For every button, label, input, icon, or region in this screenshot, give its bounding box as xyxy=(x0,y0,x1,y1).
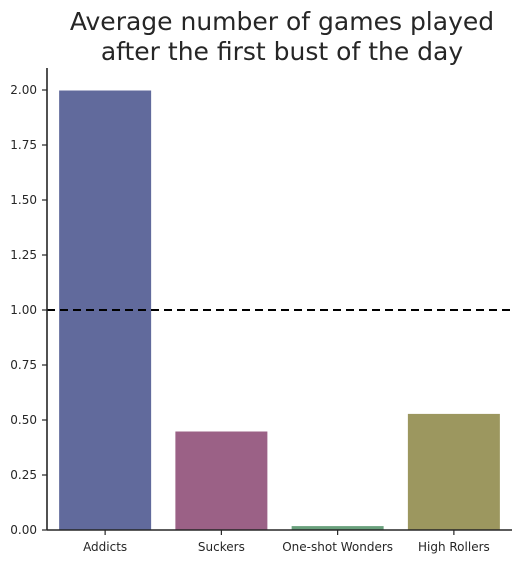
y-tick-label: 1.75 xyxy=(10,138,37,152)
x-tick-label: One-shot Wonders xyxy=(282,540,393,554)
bar-high-rollers xyxy=(406,412,501,531)
y-tick-label: 1.50 xyxy=(10,193,37,207)
chart-title-line-2: after the first bust of the day xyxy=(101,37,464,66)
x-tick-label: Suckers xyxy=(198,540,245,554)
chart-title-line-1: Average number of games played xyxy=(70,7,494,36)
bars-layer xyxy=(58,89,501,531)
y-tick-label: 0.00 xyxy=(10,523,37,537)
y-ticks-layer: 0.00 0.25 0.50 0.75 1.00 1.25 1.50 1.75 2.00 xyxy=(10,83,47,537)
y-tick-label: 0.25 xyxy=(10,468,37,482)
y-tick-label: 0.50 xyxy=(10,413,37,427)
y-tick-label: 0.75 xyxy=(10,358,37,372)
y-tick-label: 1.00 xyxy=(10,303,37,317)
x-tick-label: High Rollers xyxy=(418,540,490,554)
x-ticks-layer: Addicts Suckers One-shot Wonders High Rolle… xyxy=(83,530,490,554)
bar-suckers xyxy=(174,430,269,531)
y-tick-label: 2.00 xyxy=(10,83,37,97)
x-tick-label: Addicts xyxy=(83,540,127,554)
y-tick-label: 1.25 xyxy=(10,248,37,262)
